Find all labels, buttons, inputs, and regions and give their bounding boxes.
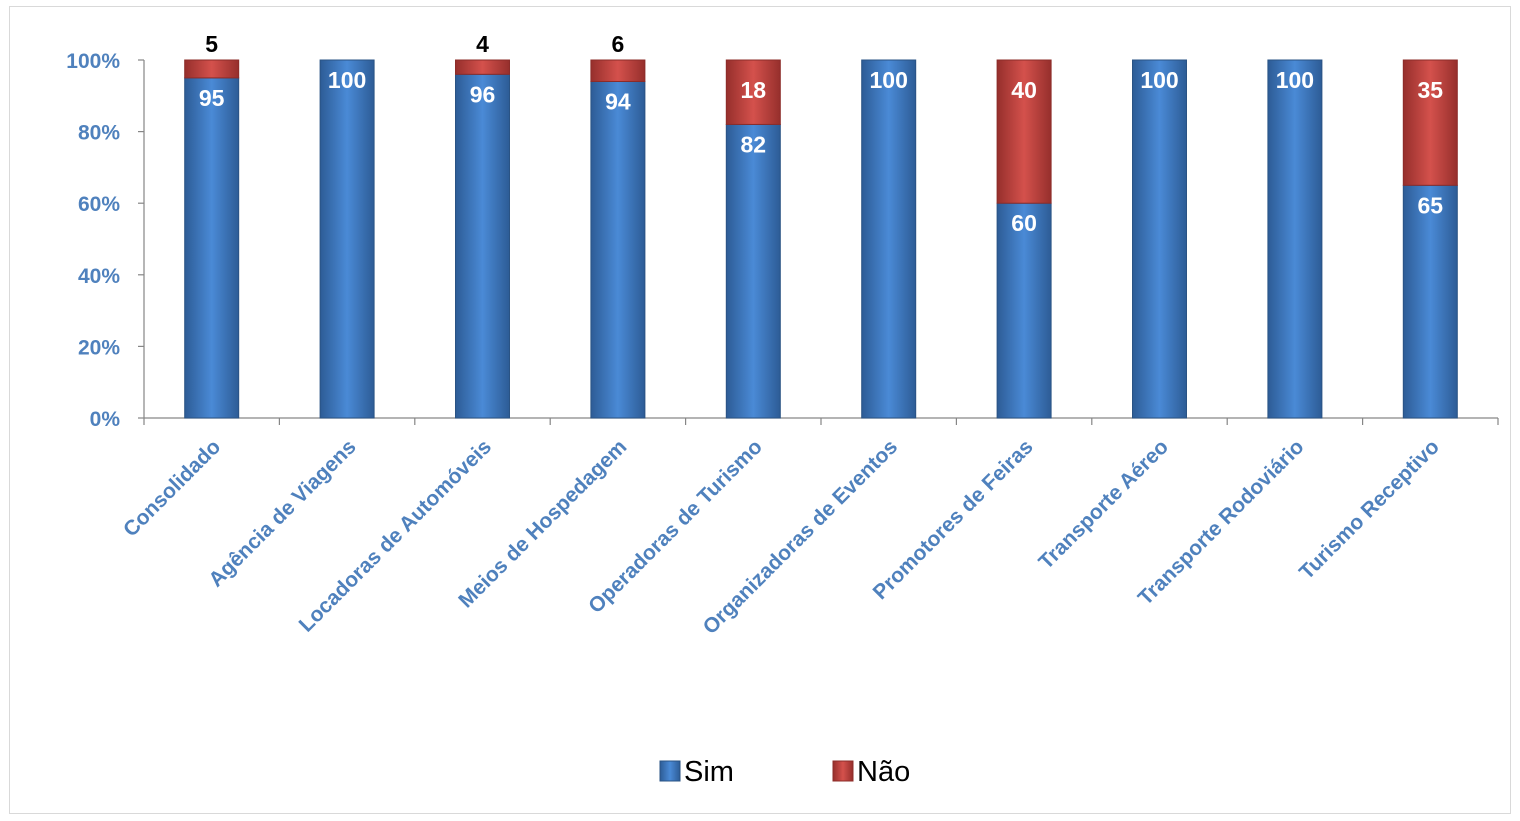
legend-swatch-sim <box>659 760 681 782</box>
data-label-sim: 100 <box>328 67 366 93</box>
data-label-sim: 100 <box>1276 67 1314 93</box>
legend: Sim Não <box>659 756 910 788</box>
legend-label-nao: Não <box>857 756 910 788</box>
y-tick-label: 60% <box>78 193 120 216</box>
data-label-sim: 94 <box>605 88 631 114</box>
y-tick-label: 40% <box>78 265 120 288</box>
data-label-sim: 95 <box>199 85 225 111</box>
data-label-nao: 6 <box>612 31 625 57</box>
bar-segment-sim <box>455 73 510 419</box>
data-labels: 95 5 100 96 4 94 6 82 18 100 60 40 100 100 65 35 <box>199 31 1443 236</box>
legend-swatch-nao <box>832 760 854 782</box>
legend-label-sim: Sim <box>684 756 734 788</box>
y-tick-label: 0% <box>90 408 121 431</box>
bar-segment-sim <box>1267 59 1323 419</box>
bar-segment-sim <box>184 77 240 419</box>
bar-segment-nao <box>996 59 1052 204</box>
y-tick-label: 80% <box>78 122 120 145</box>
data-label-sim: 65 <box>1418 192 1444 218</box>
bar-segment-sim <box>1132 59 1187 419</box>
data-label-sim: 82 <box>741 131 767 157</box>
data-label-sim: 60 <box>1011 210 1037 236</box>
bars <box>184 59 1458 419</box>
data-label-nao: 4 <box>476 31 489 57</box>
bar-segment-nao <box>725 59 781 125</box>
bar-segment-sim <box>319 59 375 419</box>
data-label-sim: 96 <box>470 81 496 107</box>
bar-segment-nao <box>184 59 240 79</box>
data-label-nao: 40 <box>1011 77 1037 103</box>
data-label-nao: 5 <box>205 31 218 57</box>
bar-segment-sim <box>996 202 1052 419</box>
bar-segment-nao <box>455 59 510 75</box>
x-tick-label: Transporte Aéreo <box>1034 435 1173 574</box>
x-tick-label: Consolidado <box>119 435 225 541</box>
x-tick-label: Turismo Receptivo <box>1295 435 1444 584</box>
y-tick-label: 100% <box>66 50 120 73</box>
bar-segment-sim <box>725 123 781 419</box>
data-label-sim: 100 <box>870 67 908 93</box>
bar-segment-sim <box>590 80 646 419</box>
bar-segment-nao <box>590 59 646 82</box>
bar-segment-sim <box>861 59 917 419</box>
bar-segment-sim <box>1402 184 1458 419</box>
bar-segment-nao <box>1402 59 1458 186</box>
x-tick-label: Agência de Viagens <box>204 435 360 591</box>
x-tick-label: Promotores de Feiras <box>869 435 1038 604</box>
data-label-nao: 18 <box>741 77 767 103</box>
data-label-nao: 35 <box>1418 77 1444 103</box>
y-tick-label: 20% <box>78 336 120 359</box>
data-label-sim: 100 <box>1140 67 1178 93</box>
